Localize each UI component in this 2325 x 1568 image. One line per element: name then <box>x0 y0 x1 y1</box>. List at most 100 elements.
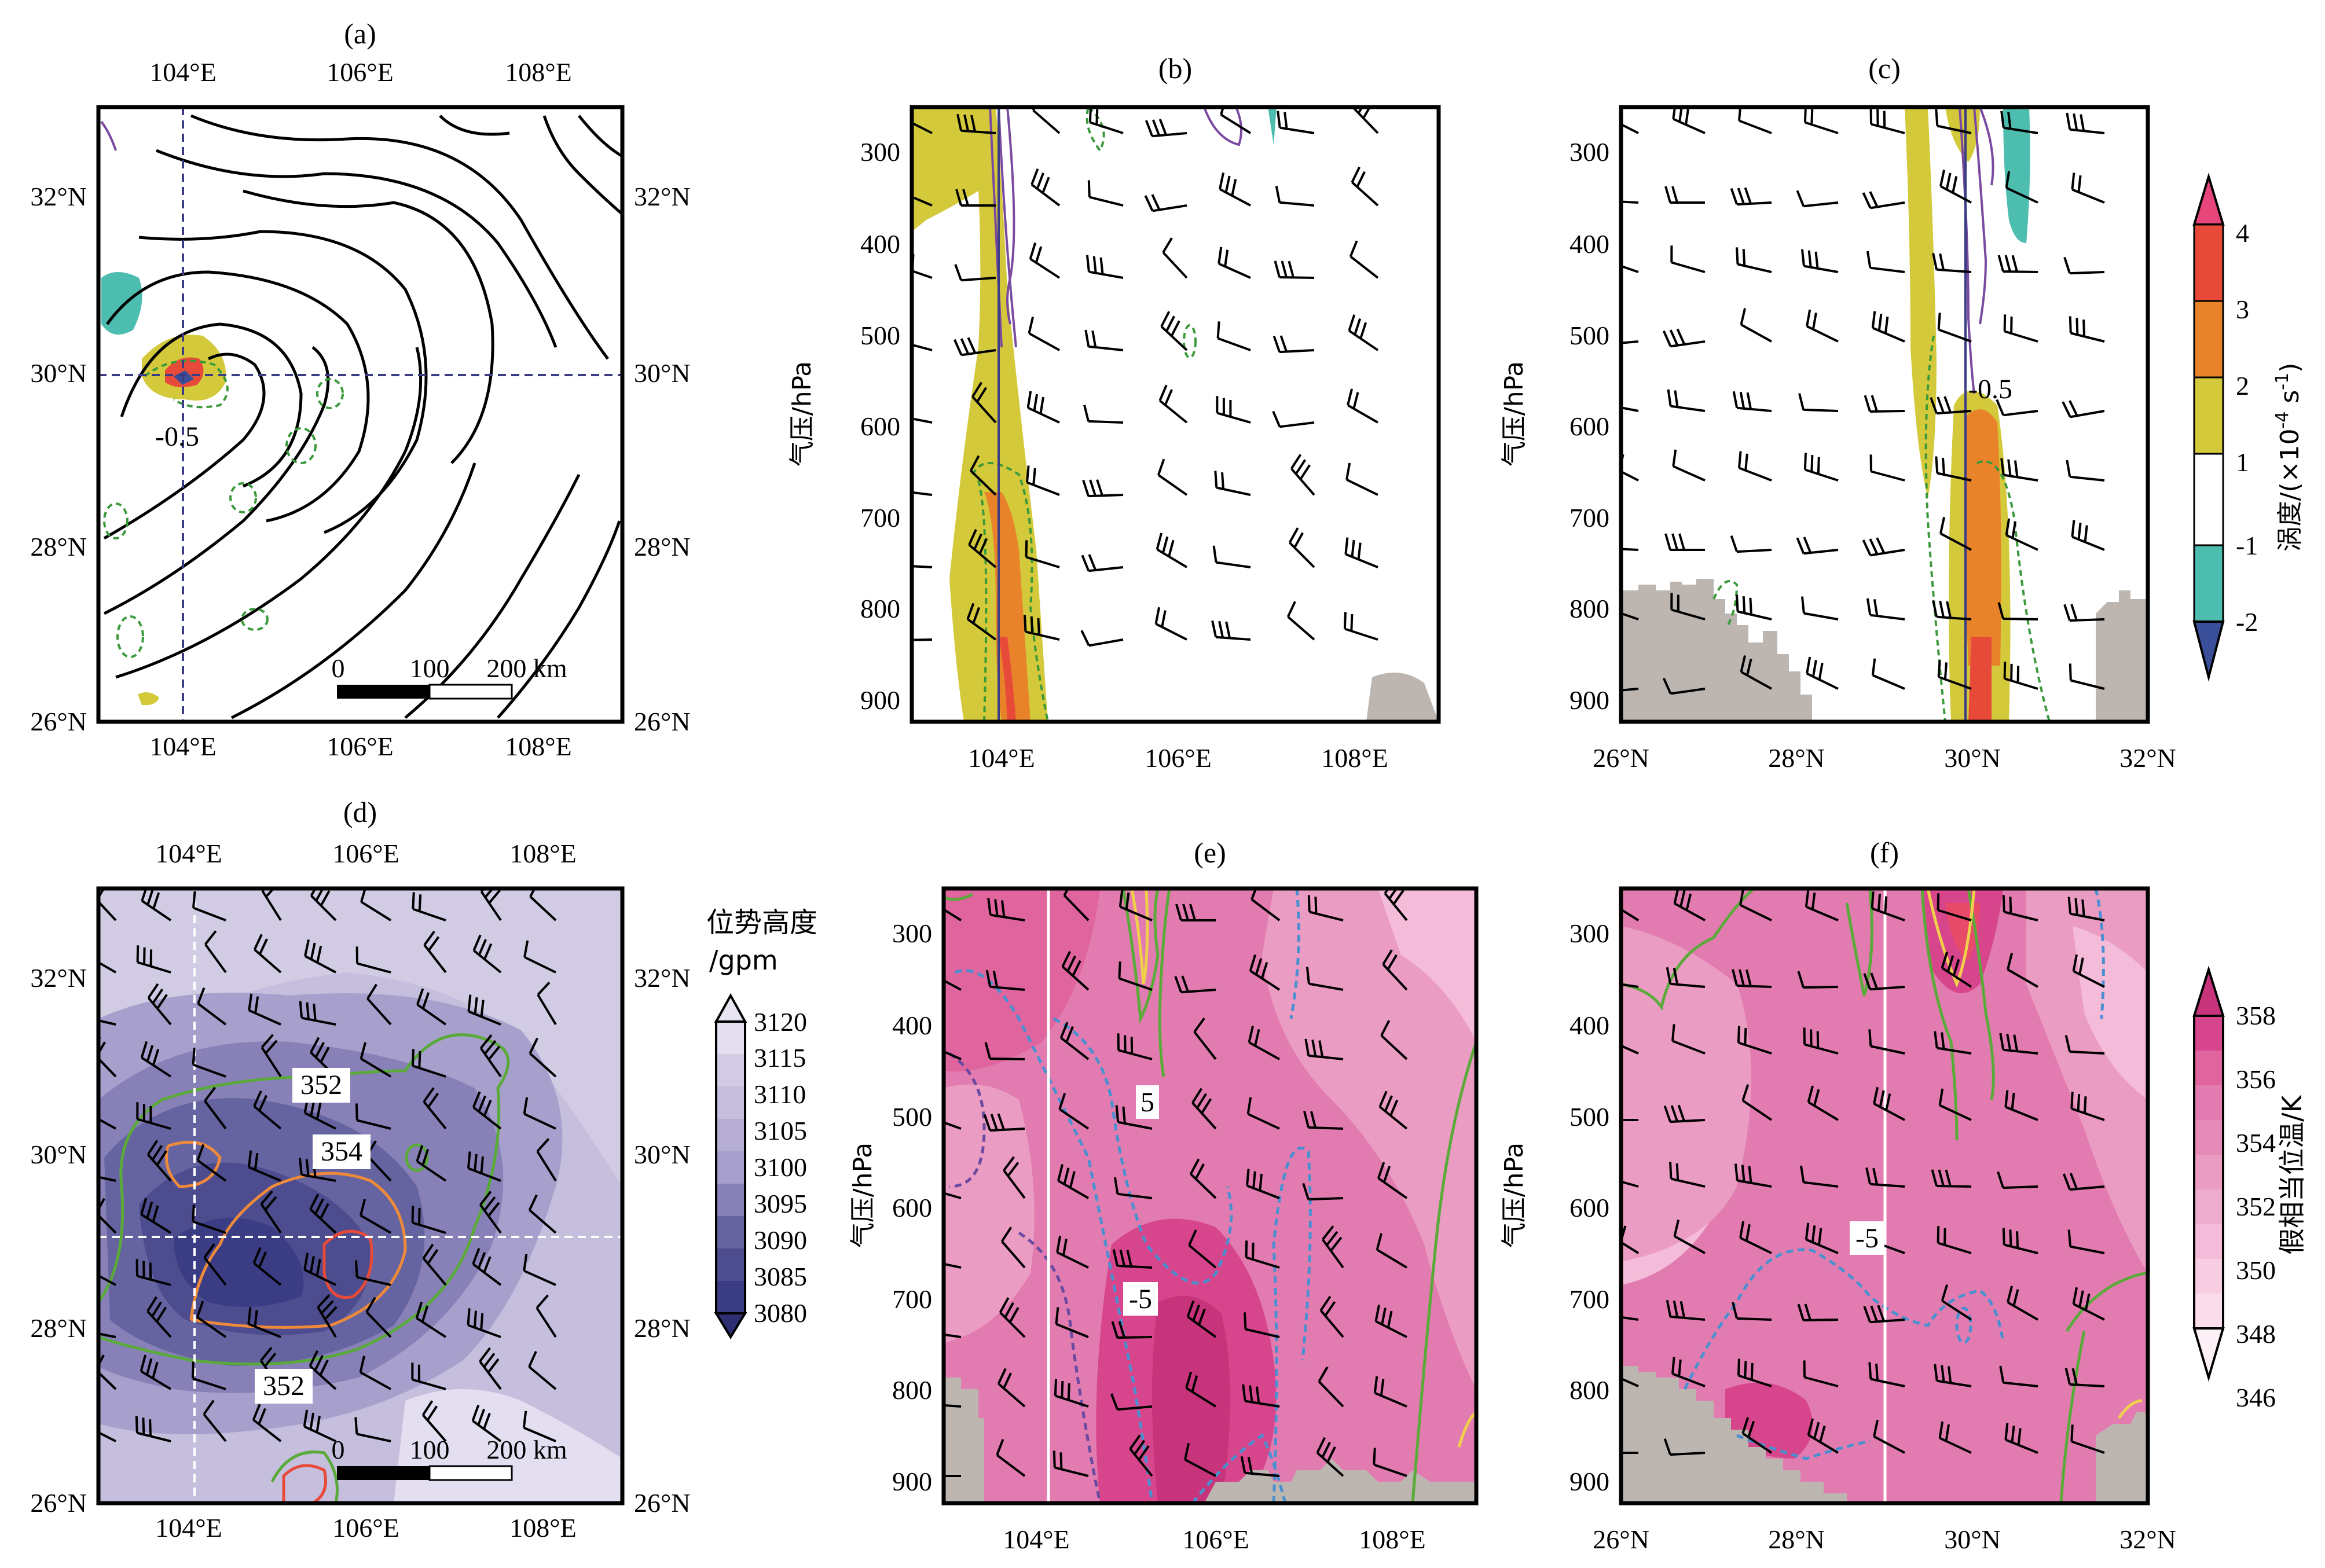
wind-barb <box>1117 1033 1153 1060</box>
wind-barb <box>1059 1022 1090 1060</box>
svg-text:32°N: 32°N <box>2119 743 2176 773</box>
svg-text:106°E: 106°E <box>1182 1525 1249 1554</box>
wind-barb <box>2003 314 2038 343</box>
panel-c-frame <box>1619 105 2150 724</box>
wind-barb <box>303 1253 336 1286</box>
wind-barb <box>954 264 996 282</box>
wind-barb <box>1862 537 1905 557</box>
wind-barb <box>1274 260 1315 279</box>
svg-text:108°E: 108°E <box>509 1513 577 1543</box>
svg-text:700: 700 <box>1569 503 1609 533</box>
wind-barb <box>1732 1302 1772 1321</box>
wind-barb <box>1377 1162 1408 1199</box>
wind-barb <box>146 1296 172 1338</box>
wind-barb <box>252 1247 282 1286</box>
scale-tick-200: 200 km <box>486 653 567 683</box>
wind-barb <box>1670 593 1706 620</box>
svg-text:300: 300 <box>1569 919 1609 948</box>
panel-e-plot-area: 5 -5 <box>944 888 1476 1503</box>
wind-barb <box>359 1356 391 1390</box>
panel-b-ticks: 300 400 500 600 700 800 900 104°E 106°E … <box>860 137 1388 773</box>
wind-barb <box>98 961 116 974</box>
svg-text:100: 100 <box>410 1435 450 1464</box>
wind-barb <box>1996 399 2038 417</box>
wind-barb <box>1740 655 1772 690</box>
wind-barb <box>1805 1222 1839 1254</box>
svg-text:/gpm: /gpm <box>709 945 778 976</box>
wind-barb <box>1873 1419 1905 1454</box>
panel-b-wind-barbs <box>912 107 1379 647</box>
wind-barb <box>253 934 282 974</box>
wind-barb <box>1669 1162 1706 1188</box>
wind-barb <box>1026 465 1060 496</box>
wind-barb <box>1798 393 1839 412</box>
wind-barb <box>1304 1038 1344 1060</box>
svg-text:32°N: 32°N <box>2119 1525 2176 1554</box>
wind-barb <box>248 993 281 1026</box>
wind-barb <box>1277 111 1315 134</box>
wind-barb <box>192 891 226 921</box>
wind-barb <box>1373 1448 1407 1477</box>
svg-text:104°E: 104°E <box>968 743 1035 773</box>
svg-text:352: 352 <box>2236 1192 2276 1221</box>
svg-text:104°E: 104°E <box>1003 1525 1070 1554</box>
wind-barb <box>2002 895 2038 921</box>
wind-barb <box>1191 1088 1217 1130</box>
svg-text:352: 352 <box>263 1371 305 1401</box>
wind-barb <box>141 888 172 921</box>
panel-c-plot-area: -0.5 <box>1621 107 2148 722</box>
wind-barb <box>204 1086 227 1130</box>
svg-text:900: 900 <box>892 1467 932 1496</box>
wind-barb <box>1154 607 1187 641</box>
wind-barb <box>253 1090 282 1130</box>
wind-barb <box>2063 256 2105 275</box>
panel-d-ticks: 104°E 106°E 108°E 104°E 106°E 108°E 32°N… <box>30 839 690 1543</box>
wind-barb <box>1214 471 1251 496</box>
wind-barb <box>1318 1366 1344 1408</box>
wind-barb <box>1220 107 1252 134</box>
svg-text:104°E: 104°E <box>149 57 217 87</box>
svg-text:400: 400 <box>1569 1011 1609 1040</box>
wind-barb <box>537 981 557 1026</box>
wind-barb <box>1144 194 1187 212</box>
wind-barb <box>192 1048 226 1078</box>
panel-f-label-neg5: -5 <box>1855 1223 1879 1254</box>
wind-barb <box>1865 1167 1905 1188</box>
panel-d-theta-contours <box>98 1033 510 1503</box>
svg-text:4: 4 <box>2236 218 2249 248</box>
wind-barb <box>1939 516 1972 551</box>
wind-barb <box>1935 109 1972 134</box>
wind-barb <box>355 1103 391 1130</box>
panel-a-plot-area: -0.5 0 100 200 km <box>98 107 622 722</box>
panel-d-frame <box>96 886 625 1505</box>
wind-barb <box>1739 1221 1772 1254</box>
svg-text:32°N: 32°N <box>634 182 691 211</box>
svg-text:108°E: 108°E <box>505 57 572 87</box>
wind-barb <box>1863 1305 1905 1324</box>
wind-barb <box>360 888 392 921</box>
wind-barb <box>467 1308 501 1338</box>
wind-barb <box>1730 187 1772 206</box>
wind-barb <box>1937 893 1972 921</box>
svg-text:2: 2 <box>2236 371 2249 401</box>
svg-text:108°E: 108°E <box>509 839 577 868</box>
wind-barb <box>1219 172 1251 207</box>
svg-text:106°E: 106°E <box>327 732 394 761</box>
colorbar-geopotential: 位势高度 /gpm 3120 3115 3110 3105 3100 3095 … <box>706 906 817 1339</box>
wind-barb <box>1806 309 1839 343</box>
wind-barb <box>2072 1287 2105 1321</box>
scale-tick-0: 0 <box>332 653 345 683</box>
wind-barb <box>1056 1235 1089 1269</box>
wind-barb <box>191 1361 226 1390</box>
svg-text:28°N: 28°N <box>30 1313 87 1343</box>
wind-barb <box>416 1145 447 1182</box>
svg-text:500: 500 <box>860 321 900 350</box>
wind-barb <box>1621 1119 1638 1121</box>
wind-barb <box>1380 1020 1408 1060</box>
wind-barb <box>953 337 996 357</box>
svg-text:28°N: 28°N <box>30 532 87 561</box>
wind-barb <box>366 983 392 1026</box>
wind-barb <box>1111 1321 1153 1339</box>
wind-barb <box>1305 967 1344 991</box>
wind-barb <box>1797 1303 1839 1321</box>
